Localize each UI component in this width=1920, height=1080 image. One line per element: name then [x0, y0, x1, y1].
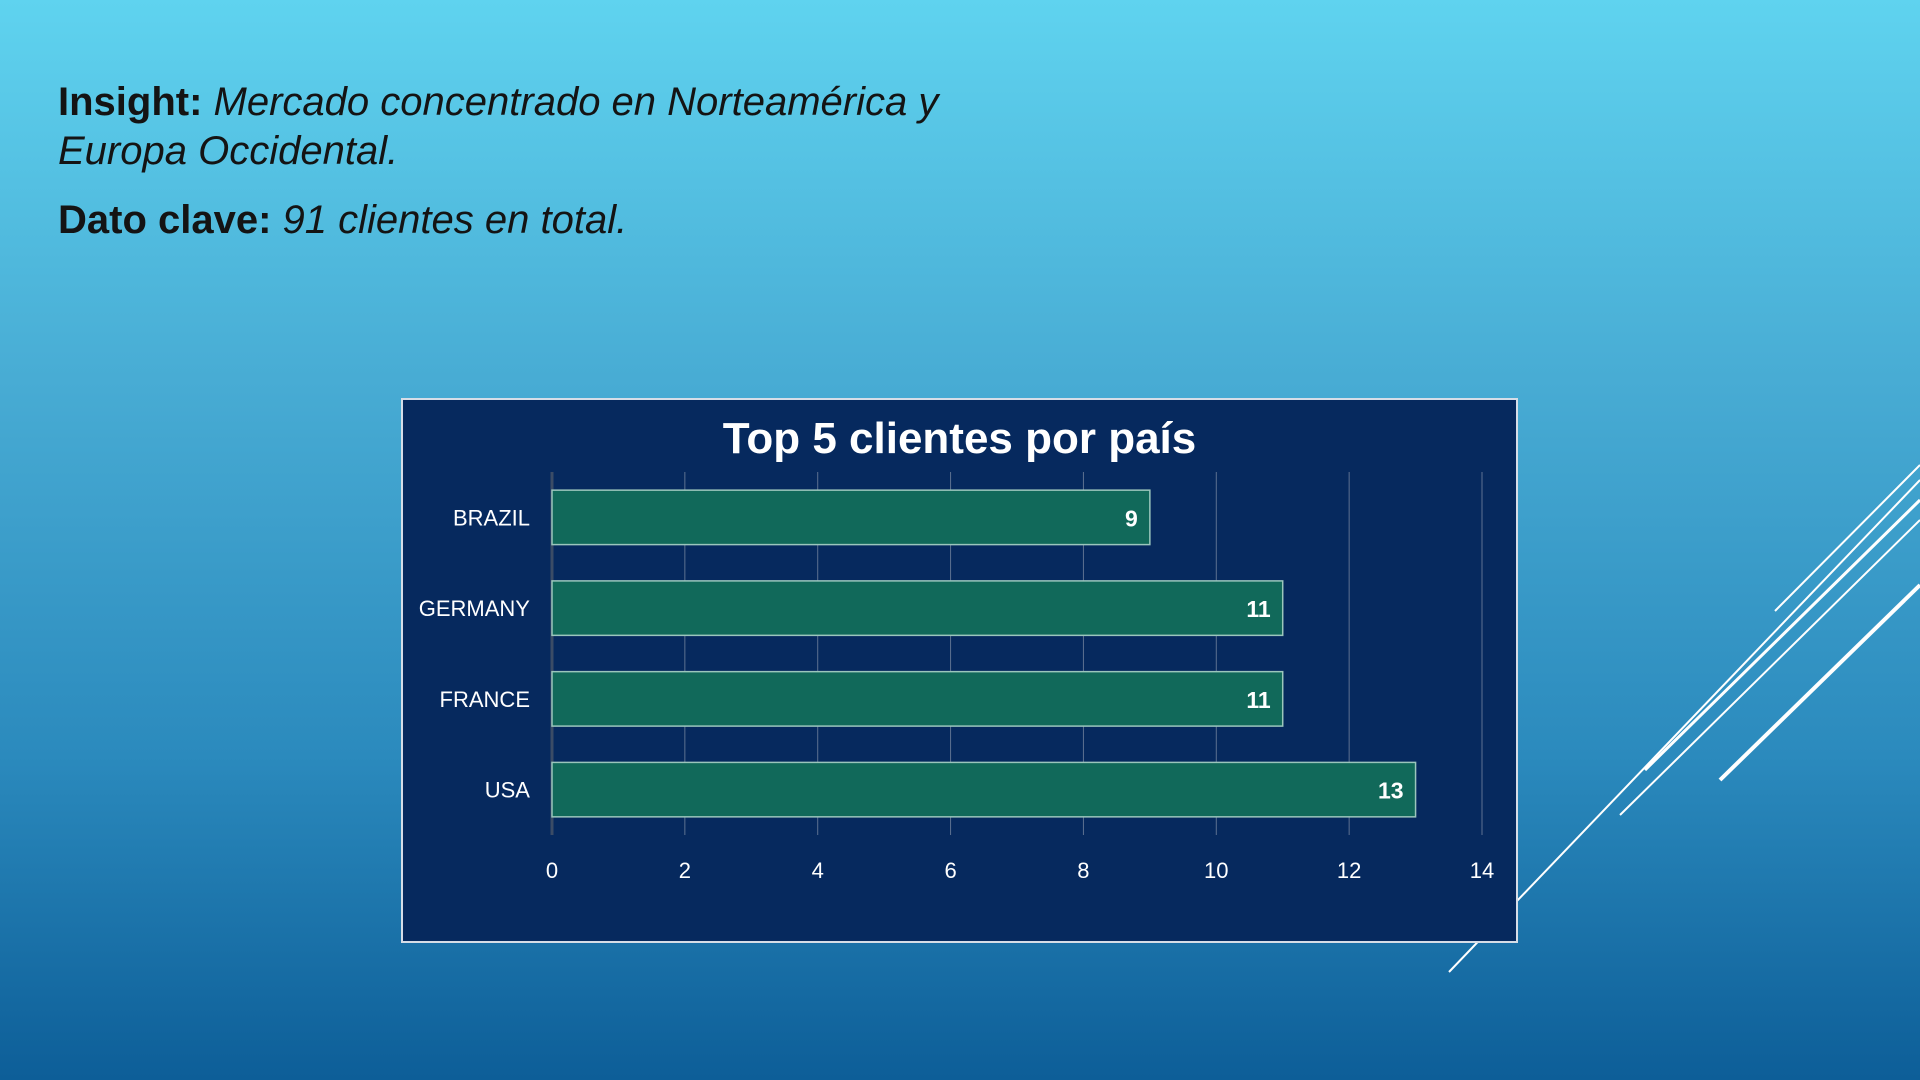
x-tick-label: 12 [1337, 858, 1361, 883]
chart-title: Top 5 clientes por país [722, 414, 1197, 463]
bar [551, 580, 1284, 637]
x-tick-label: 14 [1470, 858, 1494, 883]
data-label: 11 [1246, 596, 1271, 622]
x-tick-label: 4 [812, 858, 824, 883]
data-label: 13 [1378, 778, 1404, 804]
key-fact-line: Dato clave: 91 clientes en total. [58, 196, 958, 245]
x-tick-label: 8 [1077, 858, 1089, 883]
x-tick-label: 10 [1204, 858, 1228, 883]
insight-line: Insight: Mercado concentrado en Norteamé… [58, 78, 958, 176]
category-label: FRANCE [440, 687, 530, 712]
bar [551, 761, 1417, 818]
bar [551, 670, 1284, 727]
bar [551, 489, 1151, 546]
key-fact-text: 91 clientes en total. [282, 198, 628, 242]
insight-block: Insight: Mercado concentrado en Norteamé… [58, 78, 958, 265]
category-label: BRAZIL [453, 505, 530, 530]
data-label: 9 [1125, 505, 1138, 531]
category-label: GERMANY [419, 596, 531, 621]
chart-container: 0 2 4 6 8 10 12 14 BRAZIL 9 GERMANY 11 FRANCE 11 USA 13… [401, 398, 1518, 943]
category-label: USA [485, 778, 531, 803]
insight-label: Insight: [58, 80, 203, 124]
key-fact-label: Dato clave: [58, 198, 272, 242]
x-tick-label: 0 [546, 858, 558, 883]
insight-text: Mercado concentrado en Norteamérica y Eu… [58, 80, 939, 173]
x-tick-label: 6 [944, 858, 956, 883]
x-tick-label: 2 [679, 858, 691, 883]
bar-chart: 0 2 4 6 8 10 12 14 BRAZIL 9 GERMANY 11 FRANCE 11 USA 13 [419, 472, 1494, 883]
data-label: 11 [1246, 687, 1271, 713]
